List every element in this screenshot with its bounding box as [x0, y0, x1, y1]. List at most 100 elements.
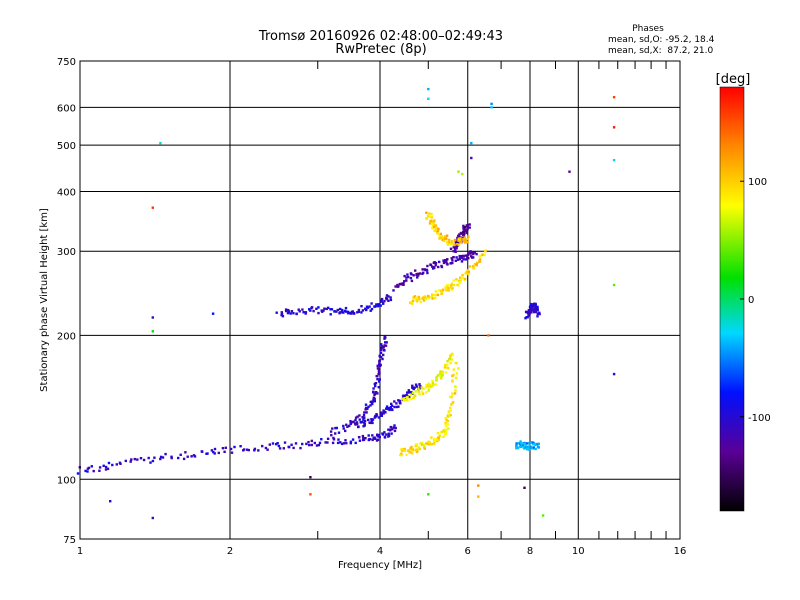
data-point	[399, 453, 402, 457]
isolated-point	[109, 500, 112, 503]
data-point	[414, 383, 418, 386]
data-point	[294, 442, 298, 445]
data-point	[332, 438, 336, 441]
data-point	[379, 413, 382, 417]
data-point	[415, 444, 418, 447]
data-point	[444, 371, 448, 374]
data-point	[344, 429, 347, 433]
y-tick-label: 600	[57, 103, 76, 114]
y-axis: 75 100 200 300 400 500 600 750	[57, 57, 76, 546]
data-point	[372, 387, 375, 390]
data-point	[450, 284, 453, 287]
x-tick-label: 10	[572, 546, 585, 557]
plot-grid	[80, 61, 680, 539]
data-point	[213, 447, 217, 451]
data-point	[377, 435, 380, 438]
data-point	[425, 391, 428, 394]
data-point	[444, 416, 447, 420]
data-point	[457, 238, 460, 241]
data-point	[530, 306, 534, 309]
data-point	[526, 445, 530, 449]
data-point	[376, 374, 379, 378]
data-point	[302, 311, 305, 314]
data-point	[371, 438, 374, 442]
data-point	[243, 448, 246, 451]
data-point	[433, 261, 436, 264]
isolated-point	[470, 156, 473, 160]
data-point	[525, 310, 528, 314]
data-point	[361, 420, 364, 424]
data-point	[533, 443, 536, 446]
data-point	[360, 305, 363, 308]
data-point	[473, 262, 477, 266]
data-point	[411, 452, 414, 455]
data-point	[452, 256, 455, 259]
data-point	[287, 310, 291, 313]
data-point	[336, 441, 340, 445]
data-point	[422, 443, 425, 446]
data-point	[465, 272, 468, 275]
isolated-point	[612, 96, 616, 99]
data-point	[406, 399, 409, 402]
data-points	[76, 87, 616, 520]
data-point	[450, 282, 453, 285]
data-point	[389, 296, 392, 299]
data-point	[426, 264, 429, 268]
data-point	[444, 424, 448, 428]
data-point	[412, 387, 415, 390]
data-point	[107, 461, 111, 465]
data-point	[378, 378, 381, 381]
data-point	[354, 441, 357, 445]
data-point	[151, 459, 155, 463]
data-point	[423, 295, 427, 298]
isolated-point	[151, 516, 154, 520]
isolated-point	[427, 493, 430, 496]
data-point	[458, 233, 461, 236]
data-point	[452, 279, 455, 282]
colorbar-ticks: 100 0 -100	[740, 177, 771, 424]
data-point	[433, 229, 436, 233]
data-point	[275, 311, 278, 314]
data-point	[147, 456, 150, 460]
data-point	[393, 400, 396, 403]
data-point	[416, 276, 419, 279]
data-point	[445, 262, 449, 265]
data-point	[463, 277, 467, 281]
data-point	[533, 302, 536, 305]
data-point	[346, 425, 349, 428]
data-point	[538, 312, 541, 316]
data-point	[459, 279, 462, 282]
data-point	[364, 406, 368, 410]
data-point	[354, 423, 357, 426]
data-point	[473, 251, 476, 254]
data-point	[380, 346, 383, 350]
data-point	[472, 256, 475, 259]
data-point	[440, 377, 443, 380]
data-point	[465, 231, 469, 234]
data-point	[385, 296, 388, 300]
isolated-point	[477, 495, 480, 498]
data-point	[403, 447, 406, 451]
data-point	[470, 255, 473, 258]
data-point	[531, 305, 534, 308]
data-point	[354, 418, 357, 422]
data-point	[447, 283, 450, 287]
data-point	[460, 260, 464, 263]
data-point	[407, 389, 410, 392]
data-point	[455, 256, 458, 259]
data-point	[376, 438, 380, 441]
data-point	[459, 236, 462, 240]
isolated-point	[151, 206, 154, 209]
data-point	[517, 446, 520, 449]
data-point	[410, 391, 413, 394]
data-point	[378, 361, 381, 364]
data-point	[358, 418, 361, 421]
data-point	[383, 410, 386, 413]
data-point	[390, 404, 394, 407]
data-point	[468, 252, 471, 255]
data-point	[377, 416, 381, 419]
data-point	[401, 395, 405, 398]
data-point	[402, 398, 406, 401]
data-point	[468, 223, 471, 226]
isolated-point	[612, 372, 616, 376]
